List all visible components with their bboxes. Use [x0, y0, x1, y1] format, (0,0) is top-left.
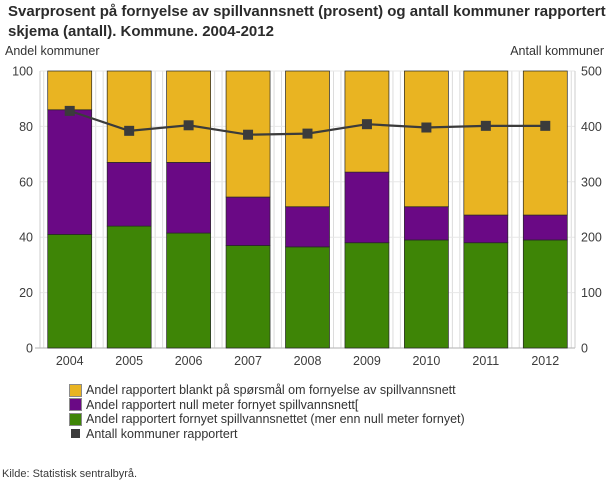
bar-segment-2011-s0 — [463, 242, 509, 349]
legend-label: Andel rapportert null meter fornyet spil… — [86, 397, 359, 412]
right-tick-label: 300 — [581, 175, 602, 189]
antall-marker-2010 — [421, 122, 432, 133]
legend-item-fornyet: Andel rapportert fornyet spillvannsnette… — [69, 412, 465, 427]
antall-marker-2011 — [480, 120, 491, 131]
bar-segment-2008-s2 — [285, 70, 330, 208]
antall-marker-2008 — [302, 128, 313, 139]
bar-segment-2010-s0 — [404, 239, 449, 349]
x-tick-label: 2006 — [175, 354, 203, 368]
x-tick-label: 2008 — [294, 354, 322, 368]
antall-marker-2009 — [361, 119, 372, 130]
right-tick-label: 0 — [581, 342, 588, 356]
legend-item-blankt: Andel rapportert blankt på spørsmål om f… — [69, 383, 465, 398]
chart-title: Svarprosent på fornyelse av spillvannsne… — [8, 3, 606, 40]
left-tick-label: 60 — [19, 175, 33, 189]
right-axis-title: Antall kommuner — [510, 44, 604, 58]
bar-segment-2010-s2 — [404, 70, 449, 208]
antall-marker-2012 — [540, 120, 551, 131]
x-tick-label: 2007 — [234, 354, 262, 368]
right-tick-label: 400 — [581, 120, 602, 134]
x-tick-label: 2004 — [56, 354, 84, 368]
antall-marker-2007 — [243, 129, 254, 140]
bar-segment-2004-s0 — [47, 234, 93, 349]
legend-swatch-purple-icon — [69, 398, 82, 412]
antall-marker-2004 — [64, 105, 75, 116]
bar-segment-2008-s0 — [285, 246, 330, 349]
source-note: Kilde: Statistisk sentralbyrå. — [2, 468, 138, 480]
bar-segment-2005-s1 — [106, 162, 152, 227]
bar-segment-2006-s0 — [166, 232, 211, 349]
left-tick-label: 100 — [12, 65, 33, 79]
legend-swatch-green-icon — [69, 412, 82, 426]
left-tick-label: 80 — [19, 120, 33, 134]
x-tick-label: 2011 — [472, 354, 499, 368]
bar-segment-2012-s1 — [522, 214, 568, 241]
x-tick-label: 2010 — [412, 354, 440, 368]
bar-segment-2012-s0 — [522, 239, 568, 349]
bar-segment-2009-s1 — [344, 171, 390, 244]
left-tick-label: 0 — [26, 342, 33, 356]
bar-segment-2011-s1 — [463, 214, 509, 244]
left-tick-label: 40 — [19, 231, 33, 245]
bar-segment-2007-s1 — [225, 196, 271, 246]
bar-segment-2012-s2 — [522, 70, 568, 216]
bar-segment-2005-s2 — [106, 70, 152, 163]
legend-label: Andel rapportert blankt på spørsmål om f… — [86, 383, 456, 398]
bar-segment-2006-s2 — [166, 70, 211, 163]
antall-marker-2005 — [124, 125, 135, 136]
legend: Andel rapportert blankt på spørsmål om f… — [69, 383, 465, 441]
legend-item-antall-kommuner: Antall kommuner rapportert — [69, 427, 465, 442]
x-tick-label: 2012 — [531, 354, 559, 368]
bar-segment-2005-s0 — [106, 225, 152, 349]
bar-segment-2007-s0 — [225, 245, 271, 349]
bar-segment-2011-s2 — [463, 70, 509, 216]
bar-segment-2004-s1 — [47, 109, 93, 235]
left-axis-title: Andel kommuner — [5, 44, 100, 58]
legend-label: Antall kommuner rapportert — [86, 426, 238, 441]
bar-segment-2010-s1 — [404, 206, 449, 241]
legend-item-null-meter: Andel rapportert null meter fornyet spil… — [69, 398, 465, 413]
bar-segment-2009-s0 — [344, 242, 390, 349]
right-tick-label: 500 — [581, 65, 602, 79]
left-tick-label: 20 — [19, 286, 33, 300]
antall-marker-2006 — [183, 120, 194, 131]
right-tick-label: 200 — [581, 231, 602, 245]
bar-segment-2006-s1 — [166, 162, 211, 234]
stacked-bar-chart: 0 20 40 60 80 100 0 100 200 300 400 500 2004 2005 2006… — [12, 65, 602, 369]
x-tick-label: 2005 — [115, 354, 143, 368]
legend-swatch-yellow-icon — [69, 383, 82, 397]
bar-segment-2004-s2 — [47, 70, 93, 111]
right-tick-label: 100 — [581, 286, 602, 300]
legend-marker-square-icon — [71, 429, 80, 439]
bar-segment-2008-s1 — [285, 206, 330, 248]
legend-label: Andel rapportert fornyet spillvannsnette… — [86, 412, 465, 427]
x-tick-label: 2009 — [353, 354, 381, 368]
